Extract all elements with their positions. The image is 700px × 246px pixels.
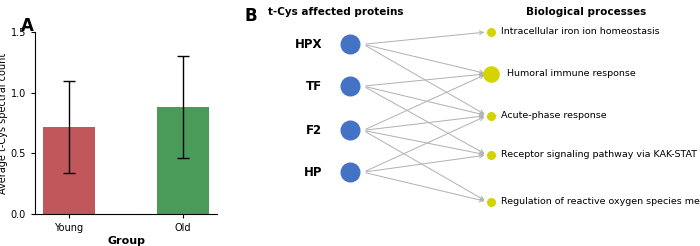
Point [344, 128, 355, 132]
Text: Humoral immune response: Humoral immune response [507, 69, 636, 78]
Text: B: B [245, 7, 258, 25]
Text: A: A [21, 17, 34, 35]
Text: HP: HP [304, 166, 322, 179]
Point [485, 200, 496, 204]
Text: F2: F2 [306, 124, 322, 137]
Point [344, 170, 355, 174]
Text: TF: TF [306, 80, 322, 92]
Bar [43, 127, 94, 214]
X-axis label: Group: Group [107, 236, 145, 246]
Point [485, 72, 496, 76]
Point [485, 114, 496, 118]
Text: Biological processes: Biological processes [526, 7, 646, 17]
Text: t-Cys affected proteins: t-Cys affected proteins [268, 7, 404, 17]
Point [344, 42, 355, 46]
Text: Regulation of reactive oxygen species metabolic process: Regulation of reactive oxygen species me… [500, 197, 700, 206]
Bar [158, 107, 209, 214]
Point [485, 30, 496, 34]
Text: HPX: HPX [295, 38, 322, 51]
Point [344, 84, 355, 88]
Y-axis label: Average t-Cys spectral count: Average t-Cys spectral count [0, 52, 8, 194]
Point [485, 153, 496, 157]
Text: Receptor signaling pathway via KAK-STAT: Receptor signaling pathway via KAK-STAT [500, 151, 696, 159]
Text: Acute-phase response: Acute-phase response [500, 111, 606, 120]
Text: Intracellular iron ion homeostasis: Intracellular iron ion homeostasis [500, 28, 659, 36]
